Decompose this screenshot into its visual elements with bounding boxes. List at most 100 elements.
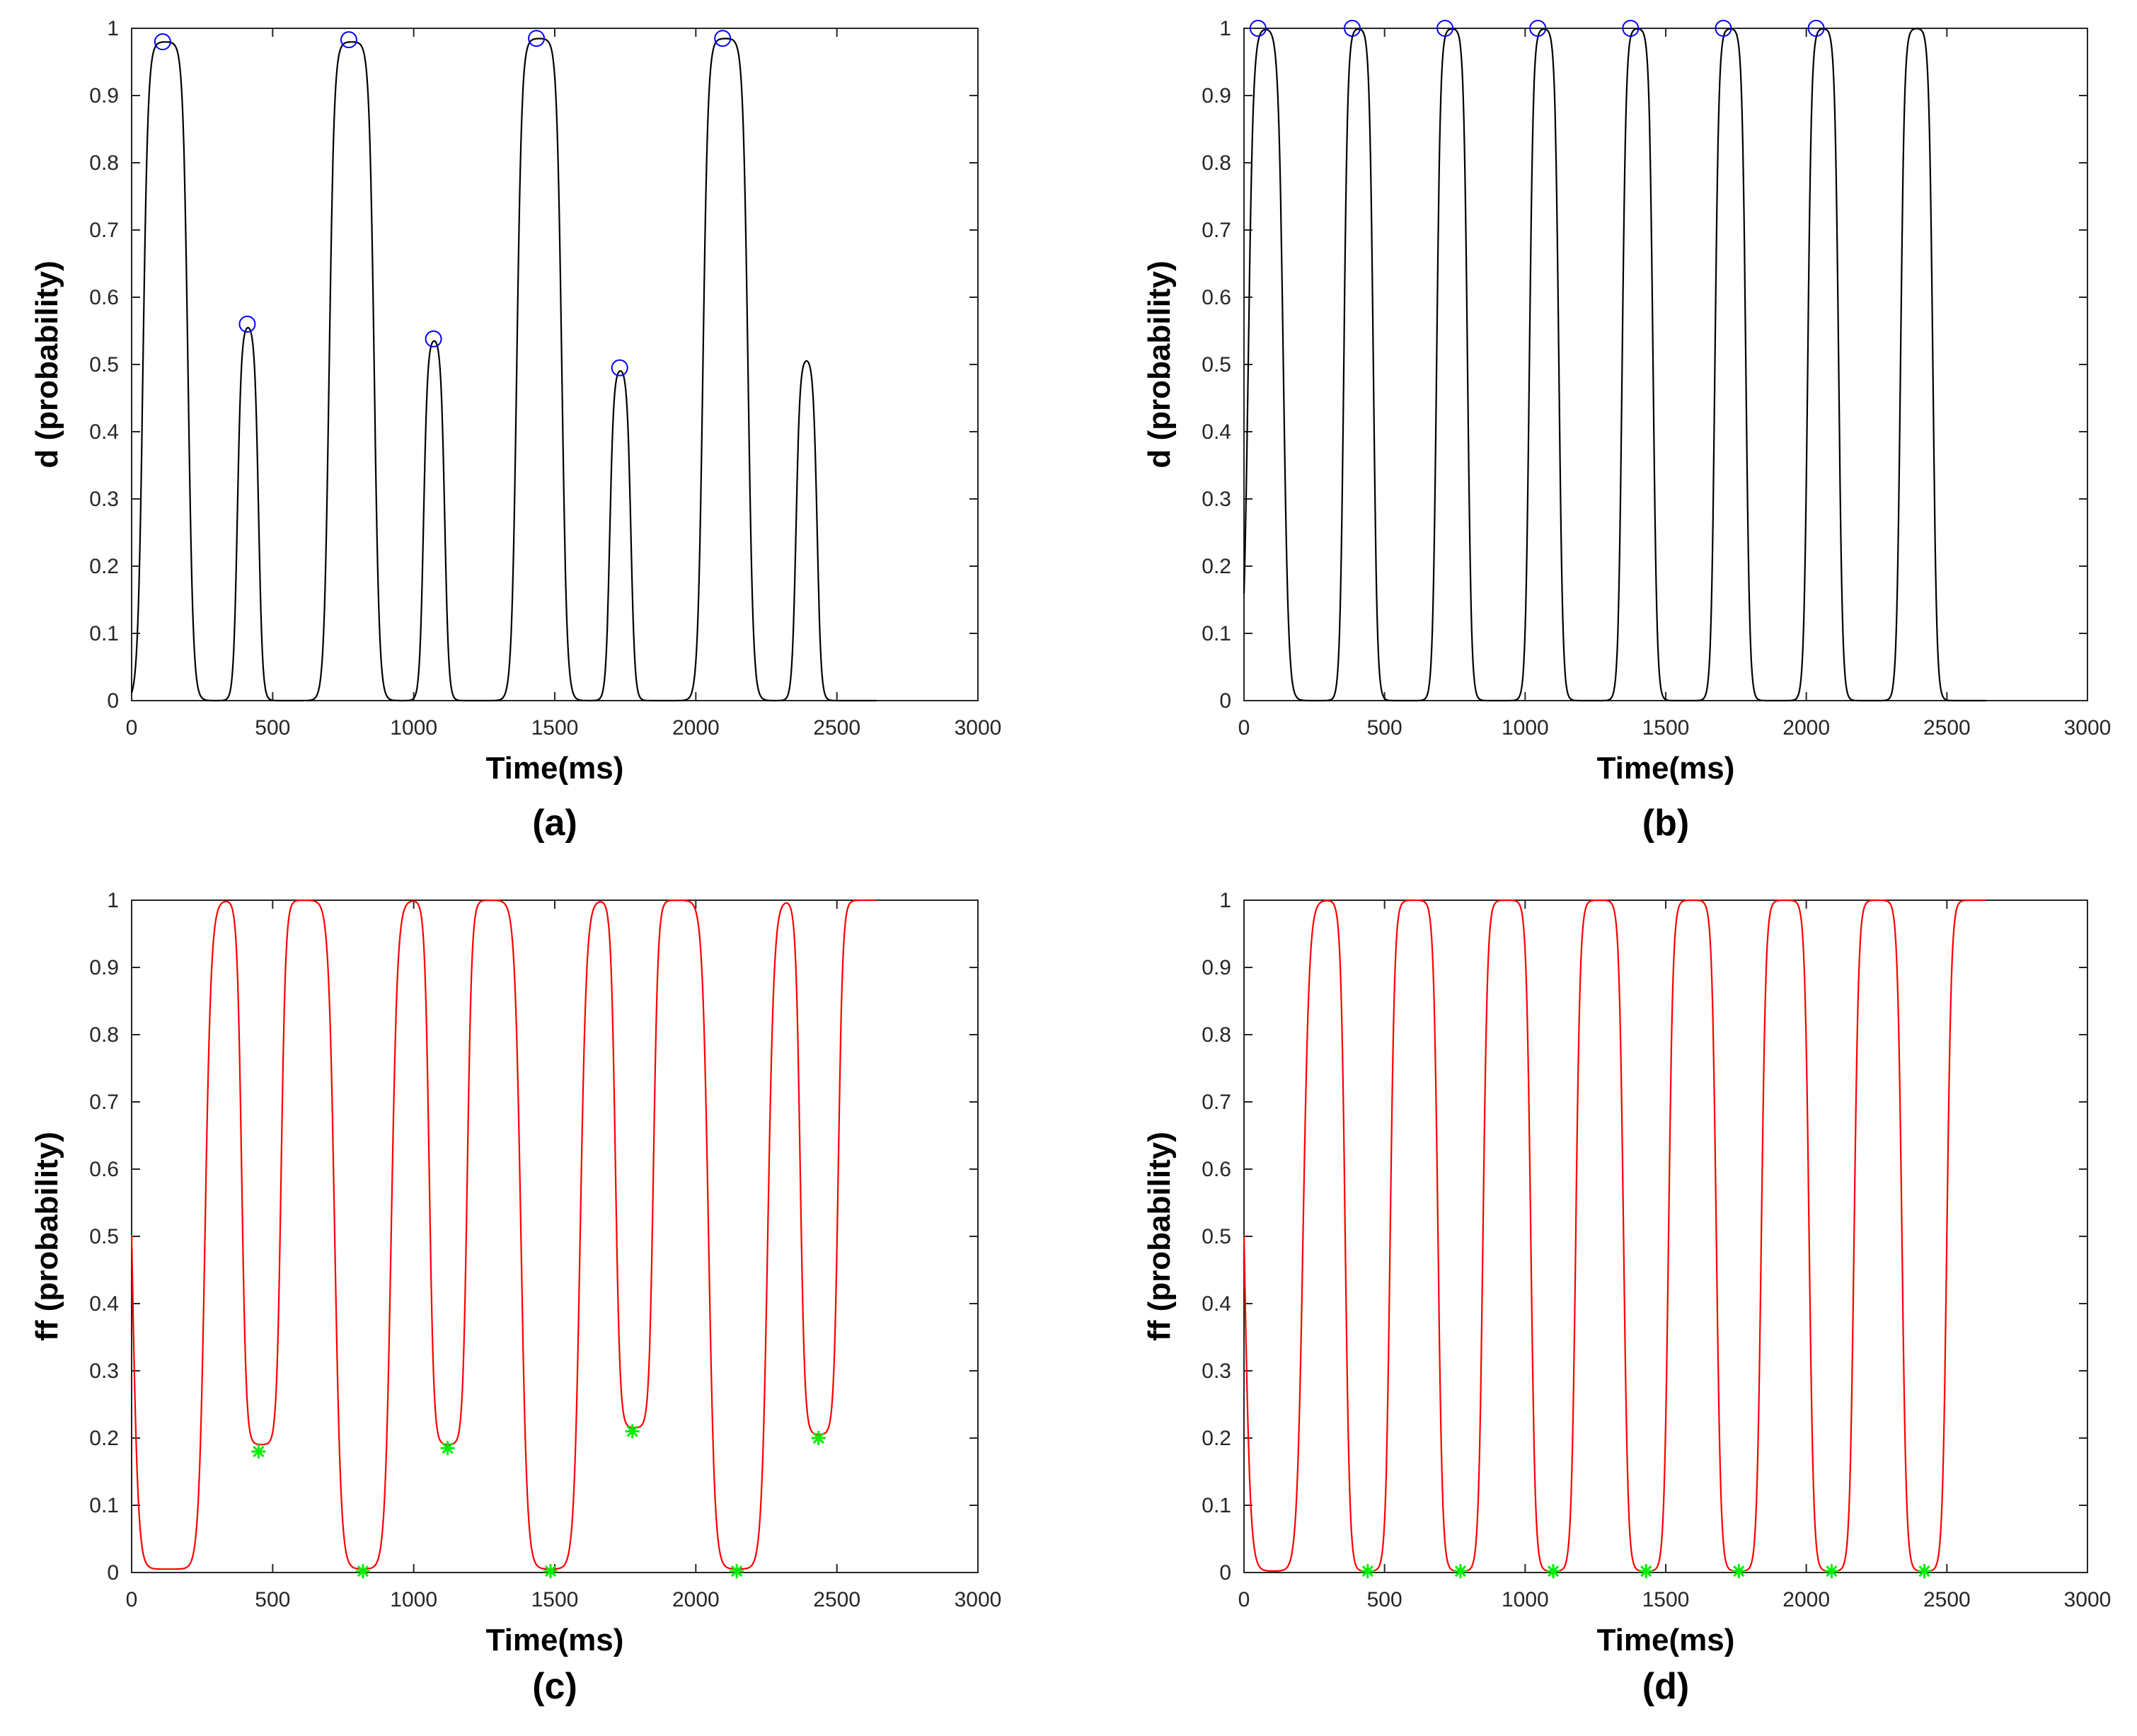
y-tick-label: 0.9 xyxy=(89,956,119,979)
peak-marker xyxy=(528,30,546,47)
series-ff-line xyxy=(130,899,877,1570)
y-tick-label: 0.7 xyxy=(1202,219,1231,242)
x-tick-label: 0 xyxy=(1238,716,1250,740)
y-tick-label: 0.2 xyxy=(1202,1427,1231,1450)
panel-label: (b) xyxy=(1642,803,1689,844)
y-tick-label: 0.9 xyxy=(1202,956,1231,979)
x-tick-label: 500 xyxy=(1367,716,1402,740)
axes-box xyxy=(1243,899,2088,1573)
y-tick-label: 0.1 xyxy=(89,622,119,645)
panel-b: 0 500 1000 1500 2000 2500 3000 0 0.1 0.2 0.3 0.4 0.5… xyxy=(1142,17,2111,844)
y-tick-label: 0.3 xyxy=(89,1360,119,1383)
y-tick-label: 0.7 xyxy=(1202,1091,1231,1114)
y-tick-label: 0.8 xyxy=(1202,151,1231,175)
x-tick-label: 2500 xyxy=(813,1588,860,1611)
min-marker xyxy=(1917,1564,1932,1579)
x-tick-label: 1500 xyxy=(1642,1588,1690,1611)
x-tick-label: 1500 xyxy=(531,1588,579,1611)
peak-marker xyxy=(1622,20,1640,37)
y-tick-label: 0.8 xyxy=(89,151,119,175)
min-marker xyxy=(730,1564,744,1579)
y-tick-label: 0.6 xyxy=(89,286,119,309)
y-tick-label: 0.2 xyxy=(89,555,119,578)
min-marker xyxy=(543,1564,558,1579)
peak-marker xyxy=(1715,20,1732,37)
y-tick-label: 0.8 xyxy=(89,1023,119,1047)
panel-label: (a) xyxy=(532,803,577,844)
y-tick-label: 0.5 xyxy=(89,1225,119,1248)
y-tick-label: 0.9 xyxy=(89,84,119,108)
x-tick-label: 1500 xyxy=(1642,716,1690,740)
panel-c: 0 500 1000 1500 2000 2500 3000 0 0.1 0.2 0.3 0.4 0.5… xyxy=(30,889,1001,1707)
peak-marker xyxy=(1807,20,1825,37)
y-tick-label: 0 xyxy=(1219,689,1231,713)
y-tick-label: 0.3 xyxy=(1202,488,1231,511)
y-axis-label: ff (probability) xyxy=(30,1132,64,1341)
series-d-line xyxy=(130,38,877,702)
y-tick-label: 0.9 xyxy=(1202,84,1231,108)
min-marker xyxy=(440,1441,455,1456)
y-tick-label: 0.5 xyxy=(1202,1225,1231,1248)
x-tick-label: 500 xyxy=(255,716,290,740)
y-axis-label: d (probability) xyxy=(1142,260,1177,468)
axes-box xyxy=(131,899,979,1573)
x-tick-label: 0 xyxy=(1238,1588,1250,1611)
y-tick-label: 0.6 xyxy=(1202,1158,1231,1181)
y-tick-label: 0 xyxy=(1219,1561,1231,1585)
y-tick-label: 1 xyxy=(107,17,119,40)
x-tick-label: 1000 xyxy=(1502,716,1549,740)
panel-label: (c) xyxy=(532,1666,577,1707)
min-marker xyxy=(1546,1564,1561,1579)
peak-marker xyxy=(1436,20,1454,37)
y-tick-label: 0.4 xyxy=(1202,1292,1231,1316)
x-tick-label: 2500 xyxy=(813,716,860,740)
panel-a: 0 500 1000 1500 2000 2500 3000 0 0.1 0.2 0.3 0.4 0.5… xyxy=(30,17,1001,844)
min-marker xyxy=(1639,1564,1654,1579)
min-marker xyxy=(251,1444,266,1459)
peak-marker xyxy=(714,30,732,47)
y-tick-label: 0.3 xyxy=(89,488,119,511)
peak-marker xyxy=(1529,20,1547,37)
y-tick-label: 0 xyxy=(107,1561,119,1585)
peak-marker xyxy=(425,330,442,347)
y-tick-label: 0 xyxy=(107,689,119,713)
min-marker xyxy=(1360,1564,1375,1579)
y-tick-label: 0.6 xyxy=(89,1158,119,1181)
min-marker xyxy=(355,1564,370,1579)
x-tick-label: 1500 xyxy=(531,716,579,740)
y-tick-label: 0.4 xyxy=(1202,420,1231,444)
x-tick-label: 2000 xyxy=(672,1588,720,1611)
y-tick-label: 1 xyxy=(1219,889,1231,912)
min-marker xyxy=(1824,1564,1839,1579)
x-axis-label: Time(ms) xyxy=(486,751,624,786)
y-axis-label: ff (probability) xyxy=(1142,1132,1177,1341)
series-d-line xyxy=(1243,28,1986,702)
x-tick-label: 2000 xyxy=(1782,1588,1830,1611)
series-ff-line xyxy=(1243,899,1986,1573)
x-tick-label: 3000 xyxy=(2064,716,2112,740)
y-tick-label: 0.6 xyxy=(1202,286,1231,309)
x-tick-label: 2000 xyxy=(672,716,720,740)
x-tick-label: 500 xyxy=(255,1588,290,1611)
y-axis-label: d (probability) xyxy=(30,260,64,468)
peak-marker xyxy=(340,31,357,49)
y-tick-label: 0.7 xyxy=(89,1091,119,1114)
axes-box xyxy=(131,28,979,701)
y-tick-label: 0.1 xyxy=(1202,1494,1231,1517)
x-tick-label: 3000 xyxy=(955,716,1002,740)
y-tick-label: 1 xyxy=(107,889,119,912)
y-tick-label: 0.5 xyxy=(1202,353,1231,376)
x-tick-label: 3000 xyxy=(2064,1588,2112,1611)
x-axis-label: Time(ms) xyxy=(1597,1623,1735,1657)
x-tick-label: 1000 xyxy=(390,716,437,740)
min-marker xyxy=(1453,1564,1468,1579)
min-marker xyxy=(1732,1564,1746,1579)
y-tick-label: 0.2 xyxy=(89,1427,119,1450)
y-tick-label: 0.7 xyxy=(89,219,119,242)
x-axis-label: Time(ms) xyxy=(486,1623,624,1657)
peak-marker xyxy=(238,316,256,333)
peak-marker xyxy=(1343,20,1361,37)
y-tick-label: 0.1 xyxy=(1202,622,1231,645)
x-tick-label: 0 xyxy=(126,716,138,740)
